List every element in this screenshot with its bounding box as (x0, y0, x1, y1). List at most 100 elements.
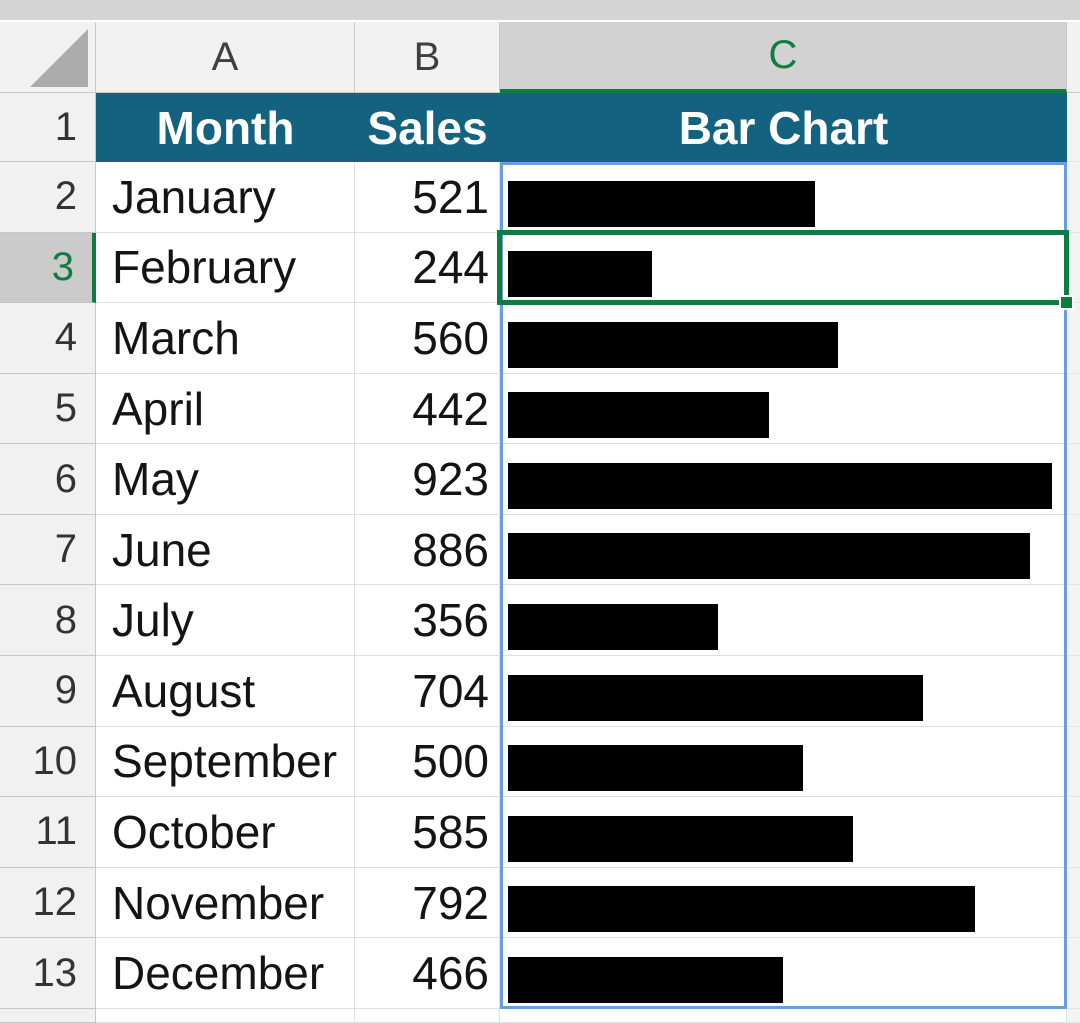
cell-overflow[interactable] (1067, 162, 1080, 233)
table-row: 7 June 886 (0, 514, 1080, 586)
bar (508, 321, 838, 368)
bar (508, 604, 718, 651)
bar (508, 956, 783, 1003)
table-row: 2 January 521 (0, 162, 1080, 233)
cell-bar-chart[interactable] (500, 797, 1067, 868)
row-header[interactable]: 11 (0, 797, 96, 868)
cell-overflow[interactable] (1067, 585, 1080, 657)
cell-month-header[interactable]: Month (96, 93, 355, 162)
row-header[interactable]: 4 (0, 303, 96, 374)
column-header-b[interactable]: B (355, 22, 500, 93)
cell-partial[interactable] (355, 1008, 500, 1023)
cell-overflow[interactable] (1067, 938, 1080, 1009)
cell-bar-chart[interactable] (500, 373, 1067, 445)
cell-overflow[interactable] (1067, 444, 1080, 515)
cell-bar-chart[interactable] (500, 726, 1067, 798)
select-all-corner[interactable] (0, 22, 96, 93)
row-header[interactable]: 10 (0, 726, 96, 798)
cell-month[interactable]: October (96, 797, 355, 868)
cell-month[interactable]: June (96, 514, 355, 586)
cell-sales[interactable]: 356 (355, 585, 500, 657)
cell-partial[interactable] (500, 1008, 1067, 1023)
table-row: 13 December 466 (0, 938, 1080, 1009)
table-row: 12 November 792 (0, 867, 1080, 939)
cell-bar-chart[interactable] (500, 867, 1067, 939)
table-row: 4 March 560 (0, 303, 1080, 374)
cell-sales[interactable]: 244 (355, 232, 500, 304)
cell-bar-chart[interactable] (500, 444, 1067, 515)
divider (0, 20, 1080, 22)
cell-overflow[interactable] (1067, 93, 1080, 162)
cell-month[interactable]: April (96, 373, 355, 445)
cell-overflow[interactable] (1067, 373, 1080, 445)
bar (508, 533, 1030, 580)
cell-sales[interactable]: 466 (355, 938, 500, 1009)
row-header-1[interactable]: 1 (0, 93, 96, 162)
cell-bar-chart[interactable] (500, 514, 1067, 586)
cell-sales[interactable]: 442 (355, 373, 500, 445)
row-header[interactable]: 2 (0, 162, 96, 233)
cell-month[interactable]: July (96, 585, 355, 657)
fill-handle[interactable] (1059, 295, 1074, 311)
row-header[interactable]: 5 (0, 373, 96, 445)
table-row: 8 July 356 (0, 585, 1080, 657)
cell-bar-chart[interactable] (497, 229, 1074, 311)
row-header[interactable]: 3 (0, 232, 96, 304)
cell-overflow[interactable] (1067, 303, 1080, 374)
cell-month[interactable]: November (96, 867, 355, 939)
cell-bar-chart[interactable] (500, 938, 1067, 1009)
table-row: 3 February 244 (0, 229, 1080, 311)
header-row: 1 Month Sales Bar Chart (0, 93, 1080, 162)
row-header[interactable]: 9 (0, 656, 96, 727)
cell-bar-chart[interactable] (500, 162, 1067, 233)
cell-sales[interactable]: 500 (355, 726, 500, 798)
column-header-a[interactable]: A (96, 22, 355, 93)
cell-overflow[interactable] (1067, 1008, 1080, 1023)
cell-sales-header[interactable]: Sales (355, 93, 500, 162)
cell-sales[interactable]: 704 (355, 656, 500, 727)
cell-overflow[interactable] (1067, 797, 1080, 868)
column-header-row: A B C (0, 22, 1080, 93)
bar (508, 392, 769, 439)
table-row: 5 April 442 (0, 373, 1080, 445)
row-header[interactable]: 13 (0, 938, 96, 1009)
cell-overflow[interactable] (1067, 656, 1080, 727)
bar (508, 674, 923, 721)
bar (508, 745, 803, 792)
cell-overflow[interactable] (1067, 726, 1080, 798)
table-row: 11 October 585 (0, 797, 1080, 868)
cell-sales[interactable]: 886 (355, 514, 500, 586)
row-header[interactable]: 8 (0, 585, 96, 657)
row-header-14-partial[interactable] (0, 1008, 96, 1023)
cell-month[interactable]: December (96, 938, 355, 1009)
cell-sales[interactable]: 521 (355, 162, 500, 233)
bar (508, 180, 815, 227)
cell-sales[interactable]: 792 (355, 867, 500, 939)
bar (508, 462, 1052, 509)
row-header[interactable]: 7 (0, 514, 96, 586)
cell-month[interactable]: February (96, 232, 355, 304)
cell-sales[interactable]: 560 (355, 303, 500, 374)
table-row: 9 August 704 (0, 656, 1080, 727)
cell-month[interactable]: September (96, 726, 355, 798)
cell-sales[interactable]: 923 (355, 444, 500, 515)
cell-partial[interactable] (96, 1008, 355, 1023)
cell-bar-chart[interactable] (500, 585, 1067, 657)
cell-bar-chart[interactable] (500, 656, 1067, 727)
cell-overflow[interactable] (1067, 514, 1080, 586)
cell-bar-chart[interactable] (500, 303, 1067, 374)
data-rows: 2 January 521 3 February 244 4 March 560… (0, 162, 1080, 1009)
cell-sales[interactable]: 585 (355, 797, 500, 868)
cell-month[interactable]: May (96, 444, 355, 515)
cell-overflow[interactable] (1067, 867, 1080, 939)
column-header-d-partial[interactable] (1067, 22, 1080, 93)
row-header[interactable]: 12 (0, 867, 96, 939)
row-header[interactable]: 6 (0, 444, 96, 515)
cell-month[interactable]: August (96, 656, 355, 727)
column-header-c[interactable]: C (500, 22, 1067, 93)
cell-month[interactable]: March (96, 303, 355, 374)
cell-overflow[interactable] (1067, 232, 1080, 304)
cell-bar-chart-header[interactable]: Bar Chart (500, 93, 1067, 162)
cell-month[interactable]: January (96, 162, 355, 233)
